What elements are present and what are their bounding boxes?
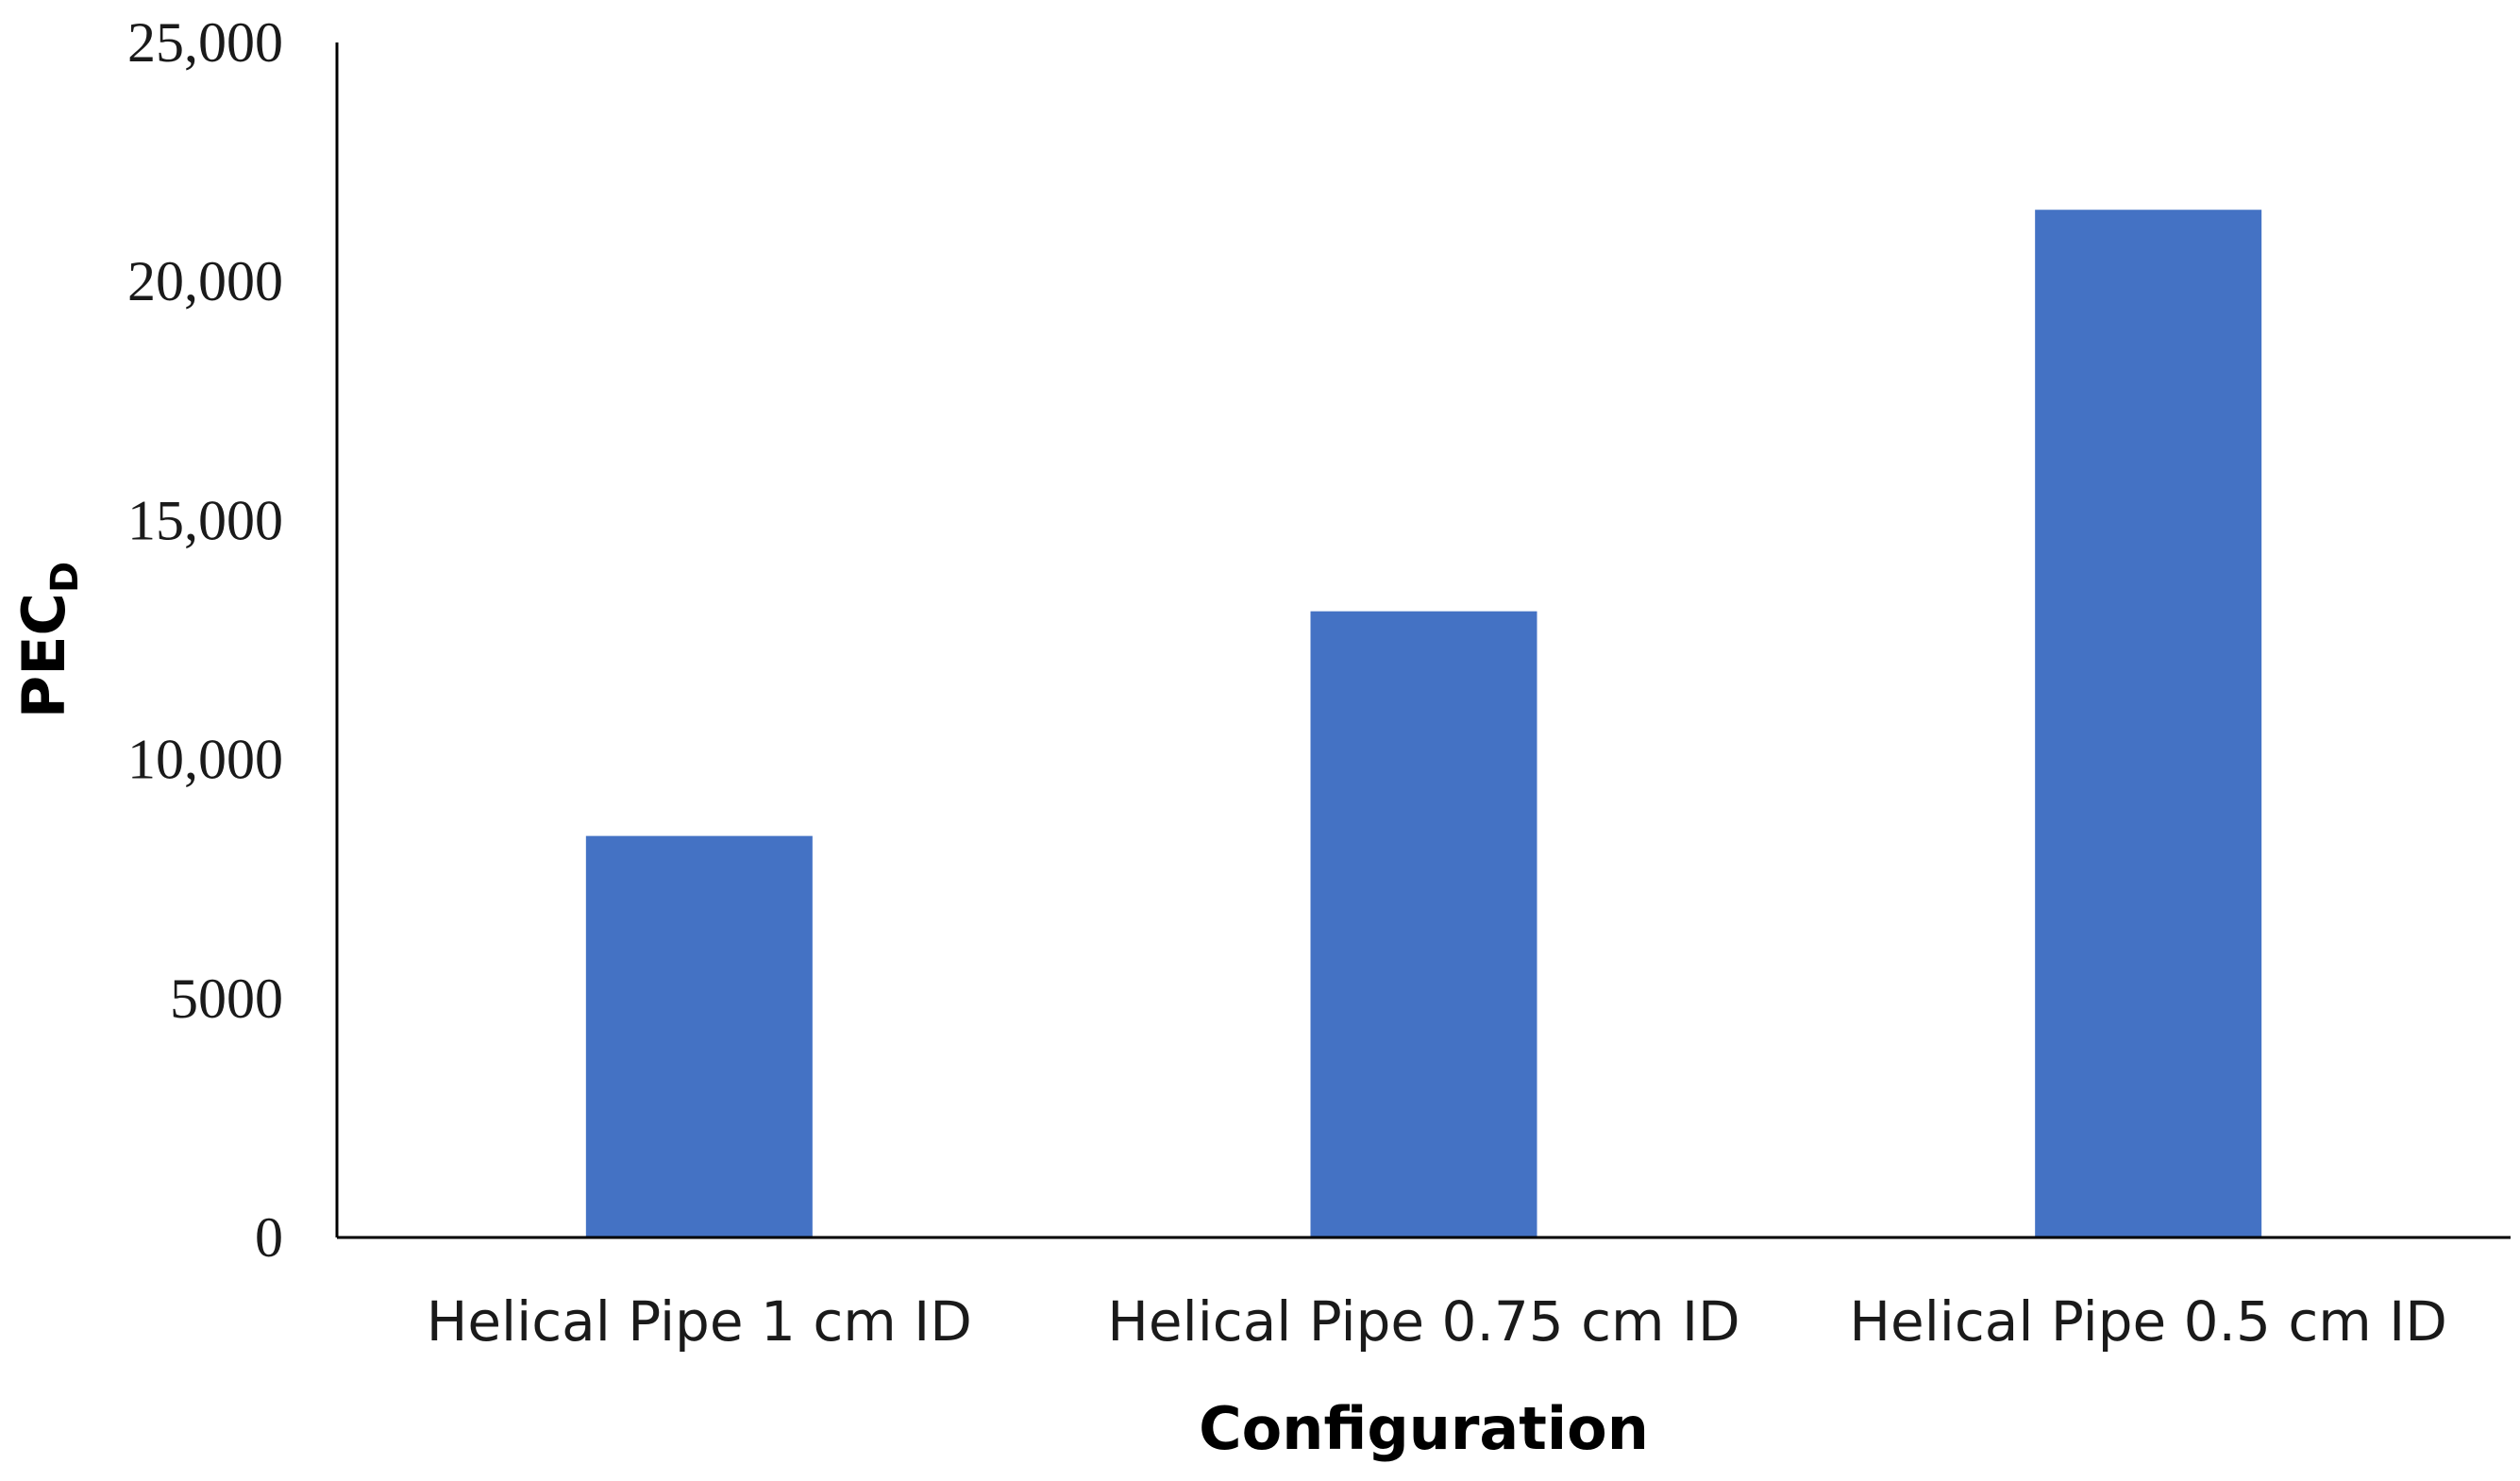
- y-tick-label: 5000: [170, 968, 283, 1030]
- bars: [585, 210, 2262, 1238]
- x-axis-title: Configuration: [1199, 1394, 1649, 1463]
- y-axis-title-subscript: D: [43, 562, 87, 593]
- y-axis-title: PECD: [9, 562, 87, 719]
- y-axis-ticks: 0 5000 10,000 15,000 20,000 25,000: [127, 11, 283, 1269]
- bar: [2035, 210, 2262, 1238]
- y-tick-label: 10,000: [127, 729, 283, 791]
- y-tick-label: 25,000: [127, 11, 283, 74]
- x-axis-labels: Helical Pipe 1 cm ID Helical Pipe 0.75 cm…: [427, 1289, 2447, 1354]
- y-axis-title-main: PEC: [9, 593, 78, 718]
- y-tick-label: 0: [255, 1206, 283, 1269]
- x-tick-label: Helical Pipe 0.75 cm ID: [1107, 1289, 1739, 1354]
- y-tick-label: 15,000: [127, 489, 283, 551]
- y-axis-title-group: PECD: [9, 562, 87, 719]
- x-tick-label: Helical Pipe 1 cm ID: [427, 1289, 972, 1354]
- bar: [585, 835, 813, 1237]
- x-tick-label: Helical Pipe 0.5 cm ID: [1849, 1289, 2447, 1354]
- y-tick-label: 20,000: [127, 250, 283, 312]
- bar: [1310, 611, 1537, 1237]
